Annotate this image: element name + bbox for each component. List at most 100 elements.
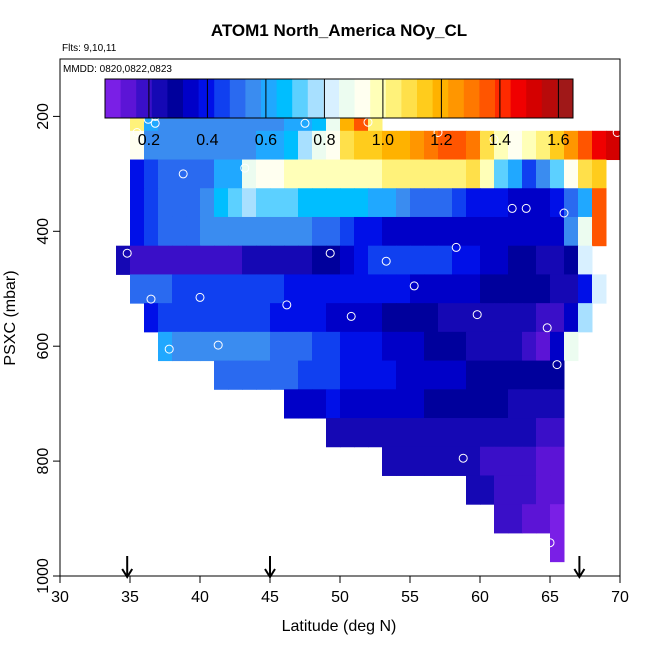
heatmap-cell <box>228 303 243 333</box>
heatmap-cell <box>326 188 341 218</box>
heatmap-cell <box>564 274 579 304</box>
heatmap-cell <box>424 303 439 333</box>
heatmap-cell <box>354 188 369 218</box>
heatmap-cell <box>424 130 439 161</box>
heatmap-cell <box>382 130 397 161</box>
heatmap-cell <box>466 303 481 333</box>
heatmap-cell <box>284 274 299 304</box>
observation-point <box>451 242 461 252</box>
heatmap-cell <box>312 360 327 390</box>
observation-point <box>559 208 569 218</box>
observation-point <box>213 340 223 350</box>
heatmap-cell <box>214 360 229 390</box>
heatmap-cell <box>550 360 565 390</box>
heatmap-cell <box>158 274 173 304</box>
heatmap-cell <box>368 303 383 333</box>
observation-point <box>178 169 188 179</box>
observation-point <box>545 538 555 548</box>
heatmap-cell <box>438 418 453 448</box>
heatmap-cell <box>564 245 579 275</box>
heatmap-cell <box>578 274 593 304</box>
heatmap-cell <box>508 303 523 333</box>
heatmap-cell <box>144 274 159 304</box>
heatmap-cell <box>592 216 607 247</box>
heatmap-cell <box>312 303 327 333</box>
colorbar-swatch <box>479 79 496 118</box>
colorbar-swatch <box>417 79 433 118</box>
heatmap-cell <box>354 331 369 362</box>
heatmap-cell <box>424 360 439 390</box>
heatmap-cell <box>382 418 397 448</box>
heatmap-cell <box>508 245 523 275</box>
heatmap-cell <box>550 188 565 218</box>
heatmap-cell <box>354 130 369 161</box>
heatmap-cell <box>396 274 411 304</box>
observation-point <box>472 310 482 320</box>
heatmap-cell <box>312 188 327 218</box>
heatmap-cell <box>242 360 257 390</box>
heatmap-cell <box>578 216 593 247</box>
heatmap-cell <box>550 504 565 534</box>
heatmap-cell <box>270 331 285 362</box>
heatmap-cell <box>242 245 257 275</box>
heatmap-cell <box>326 389 341 419</box>
heatmap-cell <box>578 130 593 161</box>
heatmap-cell <box>396 360 411 390</box>
heatmap-cell <box>368 216 383 247</box>
heatmap-cell <box>480 360 495 390</box>
heatmap-cell <box>396 188 411 218</box>
heatmap-cell <box>480 245 495 275</box>
heatmap-cell <box>424 446 439 476</box>
observation-point <box>240 163 250 173</box>
heatmap-cell <box>340 274 355 304</box>
heatmap-cell <box>214 130 229 161</box>
heatmap-cell <box>340 130 355 161</box>
heatmap-cell <box>424 245 439 275</box>
colorbar-swatch <box>401 79 418 118</box>
heatmap-cell <box>326 274 341 304</box>
heatmap-cell <box>340 418 355 448</box>
colorbar-swatch <box>307 79 324 118</box>
heatmap-cell <box>550 216 565 247</box>
heatmap-cell <box>214 159 229 189</box>
colorbar-swatch <box>261 79 277 118</box>
heatmap-cell <box>452 303 467 333</box>
heatmap-cell <box>312 274 327 304</box>
colorbar-swatch <box>510 79 527 118</box>
heatmap-cell <box>186 216 201 247</box>
heatmap-cell <box>270 245 285 275</box>
x-tick-label: 35 <box>121 589 139 606</box>
down-arrow-icon <box>573 556 586 579</box>
heatmap-cell <box>438 159 453 189</box>
heatmap-cell <box>494 446 509 476</box>
heatmap-cell <box>536 188 551 218</box>
heatmap-cell <box>228 188 243 218</box>
heatmap-cell <box>382 274 397 304</box>
heatmap-cell <box>480 274 495 304</box>
heatmap-cell <box>494 274 509 304</box>
heatmap-cell <box>480 159 495 189</box>
colorbar-swatch <box>136 79 153 118</box>
heatmap-cell <box>186 331 201 362</box>
colorbar-swatch <box>276 79 293 118</box>
heatmap-cell <box>494 418 509 448</box>
x-tick-label: 45 <box>261 589 279 606</box>
observation-point <box>409 281 419 291</box>
heatmap-cell <box>368 360 383 390</box>
heatmap-cell <box>354 389 369 419</box>
heatmap-cell <box>298 245 313 275</box>
heatmap-cell <box>592 274 607 304</box>
heatmap-cell <box>200 188 215 218</box>
heatmap-cell <box>256 331 271 362</box>
heatmap-cell <box>550 303 565 333</box>
heatmap-cell <box>452 245 467 275</box>
heatmap-cell <box>480 418 495 448</box>
heatmap-cell <box>396 331 411 362</box>
heatmap-cell <box>564 159 579 189</box>
heatmap-cell <box>242 331 257 362</box>
heatmap-cell <box>536 446 551 476</box>
y-axis: 200 400 600 800 1000 <box>35 103 60 594</box>
heatmap-cell <box>326 360 341 390</box>
heatmap-cell <box>522 389 537 419</box>
